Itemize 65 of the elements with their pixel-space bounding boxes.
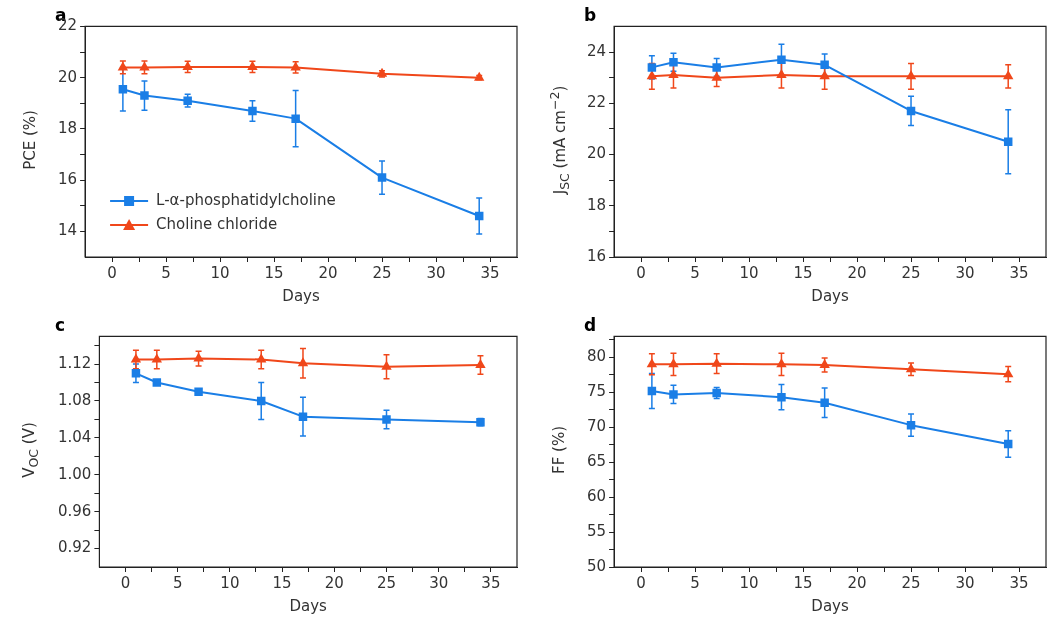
x-tick-label: 15	[264, 263, 284, 282]
y-tick-label: 1.04	[57, 427, 92, 446]
x-tick-label: 35	[481, 573, 501, 592]
x-tick-label: 15	[793, 573, 813, 592]
legend-label: L-α-phosphatidylcholine	[156, 190, 336, 209]
x-tick-label: 30	[955, 573, 975, 592]
y-tick-label: 1.12	[57, 353, 92, 372]
chart-title: d	[584, 314, 597, 335]
y-tick-label: 55	[586, 521, 607, 540]
y-tick-label: 16	[57, 170, 78, 189]
x-tick-label: 0	[636, 573, 646, 592]
x-tick-label: 15	[272, 573, 292, 592]
x-tick-label: 0	[636, 263, 646, 282]
y-tick-label: 60	[586, 487, 607, 506]
x-tick-label: 10	[210, 263, 230, 282]
y-tick-label: 50	[586, 556, 607, 575]
x-tick-label: 30	[426, 263, 446, 282]
y-tick-label: 20	[586, 144, 607, 163]
x-tick-label: 35	[1009, 573, 1029, 592]
x-axis-title: Days	[811, 596, 849, 615]
x-tick-label: 0	[107, 263, 117, 282]
y-tick-label: 75	[586, 382, 607, 401]
x-axis-title: Days	[289, 596, 328, 615]
x-tick-label: 10	[739, 263, 759, 282]
y-tick-label: 20	[57, 67, 78, 86]
x-tick-label: 25	[376, 573, 397, 592]
y-axis-title: FF (%)	[550, 426, 568, 474]
x-tick-label: 5	[690, 263, 700, 282]
y-tick-label: 1.00	[57, 464, 92, 483]
x-tick-label: 10	[739, 573, 759, 592]
x-tick-label: 5	[161, 263, 171, 282]
y-tick-label: 22	[586, 93, 607, 112]
x-tick-label: 20	[324, 573, 344, 592]
x-tick-label: 30	[429, 573, 449, 592]
x-tick-label: 20	[847, 573, 867, 592]
x-tick-label: 35	[1009, 263, 1029, 282]
x-tick-label: 10	[220, 573, 240, 592]
x-axis-title: Days	[811, 286, 849, 305]
x-tick-label: 15	[793, 263, 813, 282]
x-tick-label: 20	[318, 263, 338, 282]
y-tick-label: 0.92	[57, 538, 92, 557]
chart-title: b	[584, 4, 597, 25]
y-tick-label: 1.08	[57, 390, 92, 409]
y-tick-label: 65	[586, 452, 607, 471]
x-tick-label: 25	[901, 263, 921, 282]
x-tick-label: 0	[120, 573, 131, 592]
y-tick-label: 24	[586, 41, 607, 60]
y-tick-label: 0.96	[57, 501, 92, 520]
y-tick-label: 16	[586, 246, 607, 265]
x-tick-label: 25	[372, 263, 392, 282]
y-axis-title: PCE (%)	[21, 110, 39, 170]
x-tick-label: 35	[480, 263, 500, 282]
legend-label: Choline chloride	[156, 214, 278, 233]
y-tick-label: 18	[57, 118, 78, 137]
chart-title: c	[55, 314, 66, 335]
x-tick-label: 25	[901, 573, 921, 592]
x-tick-label: 5	[690, 573, 700, 592]
y-tick-label: 80	[586, 347, 607, 366]
x-axis-title: Days	[282, 286, 320, 305]
y-tick-label: 18	[586, 195, 607, 214]
y-tick-label: 14	[57, 221, 78, 240]
x-tick-label: 20	[847, 263, 867, 282]
x-tick-label: 30	[955, 263, 975, 282]
x-tick-label: 5	[172, 573, 183, 592]
y-tick-label: 70	[586, 417, 607, 436]
